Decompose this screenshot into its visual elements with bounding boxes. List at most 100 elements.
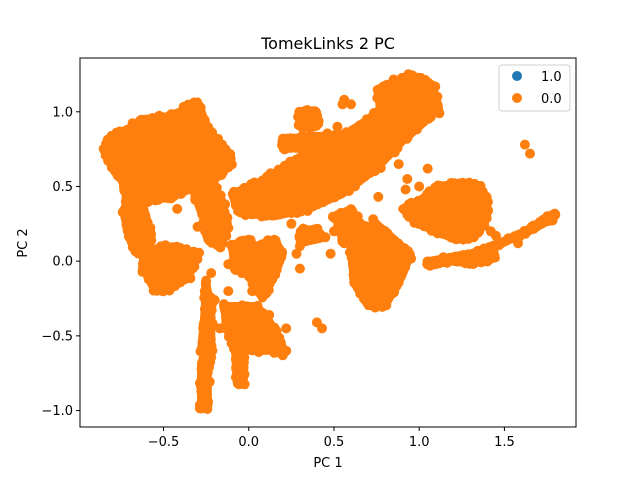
data-point: [328, 177, 339, 188]
data-point: [191, 161, 202, 172]
data-point: [362, 242, 373, 253]
data-point: [295, 185, 306, 196]
data-point: [337, 99, 348, 110]
data-point: [294, 241, 305, 252]
data-point: [159, 177, 170, 188]
data-point: [186, 120, 197, 131]
data-point: [410, 124, 421, 135]
legend-label: 0.0: [541, 92, 562, 107]
legend: 1.00.0: [498, 64, 571, 112]
data-point: [197, 392, 208, 403]
data-point: [409, 83, 420, 94]
data-point: [286, 208, 297, 219]
data-point: [227, 241, 238, 252]
data-point: [158, 148, 168, 159]
data-point: [519, 139, 530, 150]
data-point: [162, 129, 173, 139]
data-point: [325, 248, 336, 259]
data-point: [200, 156, 211, 167]
data-point: [153, 123, 164, 134]
data-point: [210, 209, 221, 220]
data-point: [201, 275, 212, 286]
data-point: [451, 191, 462, 202]
data-point: [286, 218, 297, 229]
data-point: [422, 163, 433, 174]
data-point: [383, 291, 394, 302]
data-point: [139, 251, 150, 262]
data-point: [239, 369, 250, 380]
x-axis: −0.5 0.0 0.5 1.0 1.5: [148, 427, 515, 450]
data-point: [348, 269, 359, 280]
data-point: [122, 195, 133, 205]
points-layer: [98, 69, 561, 414]
data-point: [255, 269, 266, 280]
data-point: [209, 295, 220, 305]
data-point: [366, 114, 377, 125]
data-point: [184, 132, 195, 142]
data-point: [332, 121, 343, 132]
data-point: [525, 148, 535, 159]
data-point: [260, 338, 271, 349]
data-point: [247, 286, 258, 297]
data-point: [469, 206, 480, 217]
data-point: [390, 88, 401, 99]
data-point: [339, 168, 349, 179]
data-point: [162, 259, 173, 270]
data-point: [379, 153, 390, 164]
data-point: [239, 352, 250, 363]
data-point: [381, 277, 392, 288]
data-point: [246, 324, 257, 335]
data-point: [320, 232, 331, 243]
data-point: [296, 144, 307, 155]
data-point: [231, 362, 242, 373]
data-point: [329, 226, 339, 237]
data-point: [281, 345, 292, 356]
data-point: [504, 233, 515, 244]
data-point: [393, 159, 404, 170]
data-point: [400, 204, 411, 215]
data-point: [309, 183, 320, 194]
data-point: [195, 378, 205, 389]
data-point: [214, 323, 225, 334]
data-point: [367, 136, 378, 147]
data-point: [294, 263, 305, 274]
data-point: [451, 255, 462, 266]
data-point: [297, 130, 308, 141]
data-point: [281, 323, 292, 334]
data-point: [396, 126, 407, 137]
y-tick-label: −0.5: [41, 329, 73, 344]
data-point: [490, 230, 501, 241]
data-point: [135, 115, 146, 126]
data-point: [228, 191, 239, 202]
data-point: [327, 211, 338, 222]
data-point: [124, 163, 135, 174]
data-point: [200, 315, 211, 325]
data-point: [303, 177, 314, 188]
data-point: [294, 107, 305, 117]
x-tick-label: 1.0: [409, 435, 430, 450]
data-point: [230, 372, 241, 383]
data-point: [139, 171, 150, 182]
data-point: [346, 99, 356, 110]
data-point: [195, 102, 206, 113]
data-point: [258, 330, 269, 341]
data-point: [329, 192, 340, 203]
legend-label: 1.0: [541, 70, 562, 85]
data-point: [140, 187, 151, 198]
data-point: [154, 161, 165, 172]
data-point: [472, 248, 483, 259]
data-point: [197, 346, 208, 357]
data-point: [172, 203, 183, 214]
data-point: [414, 181, 425, 192]
data-point: [378, 252, 389, 262]
data-point: [192, 138, 203, 149]
x-tick-label: 0.0: [238, 435, 259, 450]
data-point: [171, 124, 182, 135]
data-point: [265, 168, 276, 179]
data-point: [352, 211, 363, 222]
data-point: [144, 155, 155, 166]
y-tick-label: 0.5: [52, 180, 73, 195]
data-point: [246, 314, 257, 325]
legend-marker: [512, 71, 522, 81]
data-point: [230, 253, 241, 264]
